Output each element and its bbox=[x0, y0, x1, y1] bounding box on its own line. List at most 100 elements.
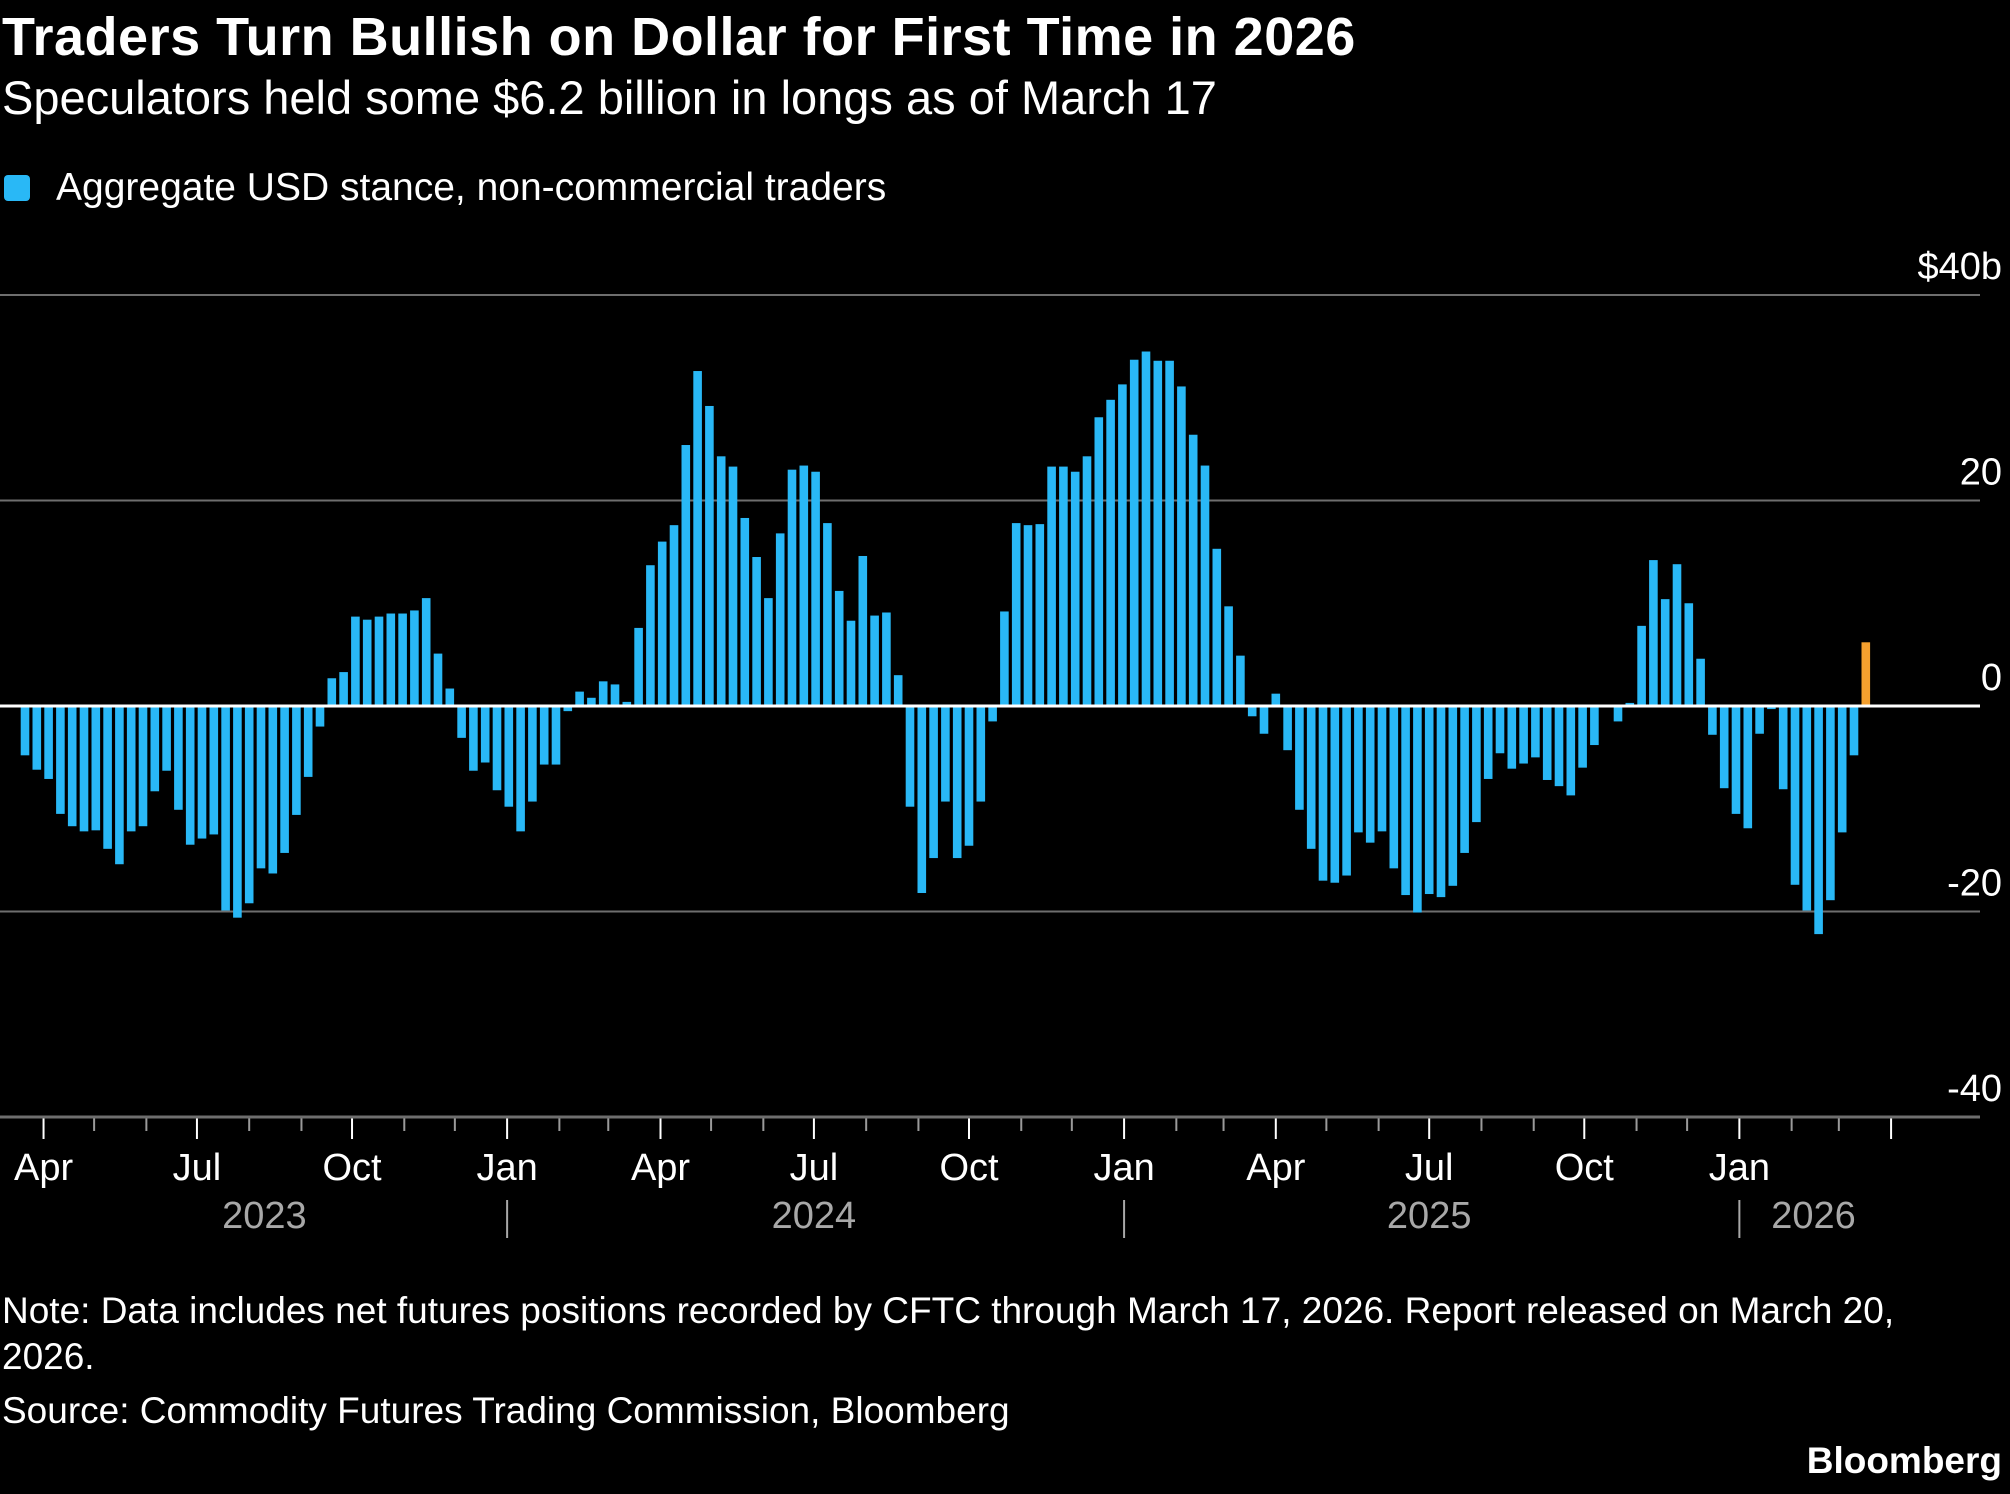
bar bbox=[1448, 706, 1458, 886]
x-tick-label: Jul bbox=[1405, 1147, 1454, 1189]
bar bbox=[787, 469, 797, 706]
bar bbox=[233, 706, 242, 918]
bar bbox=[315, 706, 325, 727]
bar bbox=[1660, 599, 1670, 706]
bar bbox=[492, 706, 502, 791]
bar bbox=[1141, 351, 1151, 706]
y-tick-label: -20 bbox=[1947, 863, 2002, 905]
bar bbox=[1318, 706, 1328, 881]
bar bbox=[1259, 706, 1269, 734]
bar bbox=[1672, 564, 1682, 706]
bar bbox=[469, 706, 478, 771]
y-tick-label: -40 bbox=[1947, 1068, 2002, 1110]
bar bbox=[362, 619, 372, 706]
bar bbox=[386, 613, 396, 706]
legend: Aggregate USD stance, non-commercial tra… bbox=[4, 166, 886, 210]
y-tick-label: 20 bbox=[1960, 452, 2002, 494]
bar bbox=[1389, 706, 1399, 869]
bar bbox=[398, 613, 407, 706]
bar bbox=[327, 678, 337, 706]
x-tick-label: Apr bbox=[631, 1147, 690, 1189]
bar bbox=[964, 706, 974, 846]
bloomberg-logo: Bloomberg bbox=[1806, 1440, 2002, 1481]
bar bbox=[1566, 706, 1576, 796]
bar bbox=[1483, 706, 1493, 779]
bar bbox=[1743, 706, 1753, 829]
bar bbox=[421, 598, 431, 706]
bar bbox=[988, 706, 997, 722]
x-tick-label: Jan bbox=[476, 1147, 537, 1189]
bar bbox=[1070, 471, 1080, 706]
bar bbox=[834, 590, 844, 706]
x-tick-label: Apr bbox=[1246, 1147, 1305, 1189]
bar bbox=[976, 706, 986, 802]
bar bbox=[1731, 706, 1741, 814]
bar bbox=[115, 706, 124, 865]
bar bbox=[221, 706, 230, 911]
bar bbox=[1531, 706, 1540, 758]
bar bbox=[893, 675, 903, 706]
x-tick-label: Apr bbox=[14, 1147, 73, 1189]
year-label: 2023 bbox=[222, 1195, 307, 1237]
bar bbox=[32, 706, 42, 770]
bar-latest bbox=[1861, 642, 1871, 706]
chart-title: Traders Turn Bullish on Dollar for First… bbox=[2, 7, 1356, 67]
bar bbox=[657, 541, 667, 706]
x-tick-label: Jan bbox=[1709, 1147, 1770, 1189]
bar bbox=[197, 706, 207, 839]
bar bbox=[610, 684, 620, 706]
bar bbox=[1177, 386, 1186, 706]
bar bbox=[646, 565, 655, 706]
bar bbox=[44, 706, 53, 779]
bar bbox=[91, 706, 101, 831]
bar bbox=[1649, 560, 1658, 706]
bar bbox=[1365, 706, 1375, 843]
y-tick-label: 0 bbox=[1981, 657, 2002, 699]
bar bbox=[775, 533, 785, 706]
bar bbox=[1129, 359, 1139, 706]
bar bbox=[1542, 706, 1552, 780]
bar bbox=[433, 653, 443, 706]
bar bbox=[952, 706, 962, 859]
bar bbox=[20, 706, 30, 756]
bar bbox=[1837, 706, 1847, 833]
bar bbox=[1519, 706, 1528, 764]
bar bbox=[1236, 655, 1245, 706]
bar bbox=[1224, 606, 1233, 706]
bar bbox=[1047, 466, 1056, 706]
bar bbox=[244, 706, 254, 904]
bar bbox=[138, 706, 148, 827]
bar bbox=[126, 706, 136, 832]
bar bbox=[823, 523, 832, 706]
bar bbox=[1082, 456, 1092, 706]
bar bbox=[457, 706, 466, 738]
bar bbox=[351, 616, 360, 706]
bar bbox=[1424, 706, 1434, 895]
year-label: 2024 bbox=[772, 1195, 857, 1237]
bar bbox=[103, 706, 112, 849]
chart-source: Source: Commodity Futures Trading Commis… bbox=[2, 1390, 1010, 1431]
bar bbox=[268, 706, 278, 874]
bar bbox=[598, 681, 608, 706]
bar bbox=[622, 701, 632, 706]
bar bbox=[870, 615, 879, 706]
bar bbox=[1696, 658, 1705, 706]
x-tick-label: Jan bbox=[1093, 1147, 1154, 1189]
bar bbox=[1035, 524, 1045, 706]
bar bbox=[1684, 603, 1694, 706]
bar bbox=[1306, 706, 1316, 849]
bar bbox=[929, 706, 938, 859]
bar bbox=[1802, 706, 1812, 911]
bar bbox=[1436, 706, 1446, 898]
bar bbox=[1106, 399, 1115, 706]
chart-note: Note: Data includes net futures position… bbox=[2, 1290, 1895, 1377]
bar bbox=[209, 706, 219, 835]
bar bbox=[728, 466, 738, 706]
bar bbox=[174, 706, 183, 810]
bar bbox=[1342, 706, 1351, 876]
bar bbox=[480, 706, 490, 763]
bar bbox=[256, 706, 266, 869]
bar bbox=[1295, 706, 1304, 810]
bar bbox=[905, 706, 915, 807]
